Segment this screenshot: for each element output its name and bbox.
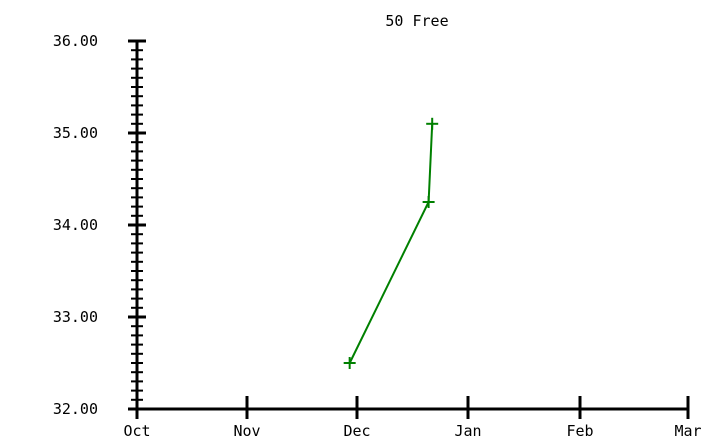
x-axis: Oct Nov Dec Jan Feb Mar: [123, 396, 702, 440]
data-point-marker: [343, 357, 356, 369]
y-axis: 36.00 35.00 34.00 33.00 32.00: [53, 32, 146, 418]
series-line: [348, 123, 434, 364]
x-tick-label: Dec: [343, 422, 370, 440]
y-tick-label: 32.00: [53, 400, 98, 418]
data-point-marker: [426, 117, 439, 130]
x-tick-label: Nov: [233, 422, 260, 440]
x-tick-label: Jan: [454, 422, 481, 440]
x-tick-label: Oct: [123, 422, 150, 440]
y-tick-label: 33.00: [53, 308, 98, 326]
y-tick-label: 35.00: [53, 124, 98, 142]
data-point-marker: [422, 196, 435, 208]
series-group: [343, 117, 439, 369]
y-tick-label: 34.00: [53, 216, 98, 234]
chart-title: 50 Free: [385, 12, 448, 30]
y-tick-label: 36.00: [53, 32, 98, 50]
x-tick-label: Mar: [674, 422, 701, 440]
x-tick-label: Feb: [566, 422, 593, 440]
